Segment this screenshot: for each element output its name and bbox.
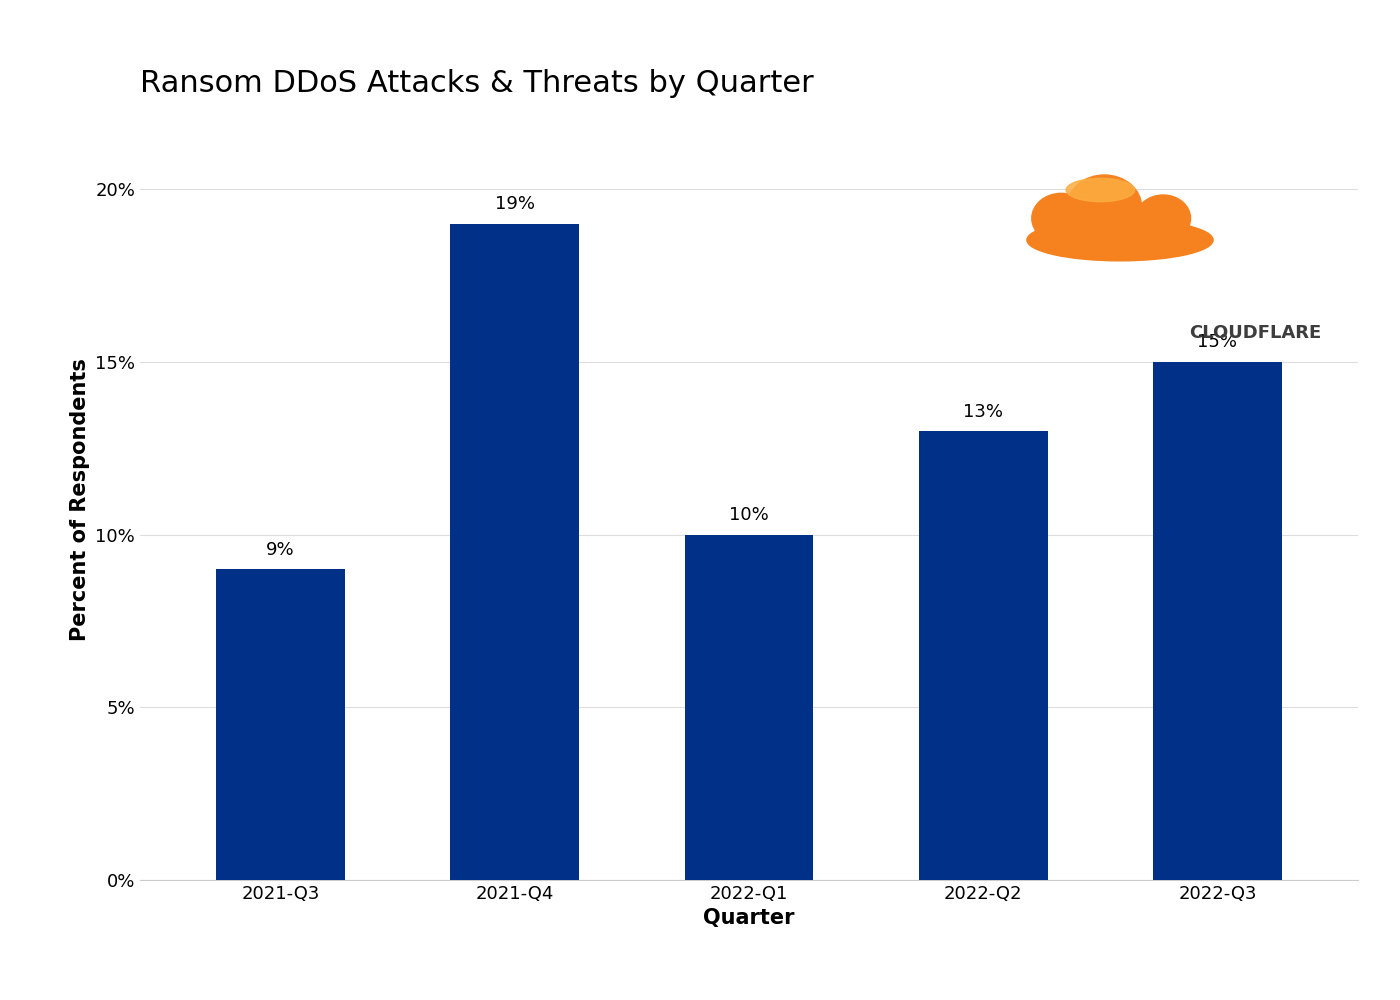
Y-axis label: Percent of Respondents: Percent of Respondents xyxy=(70,359,90,641)
Bar xyxy=(216,569,344,880)
Text: CLOUDFLARE: CLOUDFLARE xyxy=(1189,324,1322,342)
Circle shape xyxy=(1032,193,1091,243)
Circle shape xyxy=(1067,175,1141,238)
Text: 13%: 13% xyxy=(963,403,1004,421)
Bar xyxy=(685,535,813,880)
Text: Ransom DDoS Attacks & Threats by Quarter: Ransom DDoS Attacks & Threats by Quarter xyxy=(140,69,813,98)
Text: 10%: 10% xyxy=(729,506,769,524)
Text: 19%: 19% xyxy=(494,195,535,213)
X-axis label: Quarter: Quarter xyxy=(703,908,795,928)
Ellipse shape xyxy=(1067,178,1134,202)
Text: 9%: 9% xyxy=(266,541,295,559)
Bar xyxy=(918,431,1047,880)
Circle shape xyxy=(1135,195,1190,242)
Bar xyxy=(451,224,580,880)
Text: 15%: 15% xyxy=(1197,333,1238,351)
Bar xyxy=(1154,362,1282,880)
Ellipse shape xyxy=(1028,219,1212,261)
